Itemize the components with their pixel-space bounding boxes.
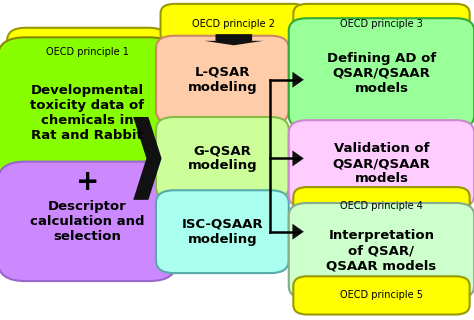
Text: G-QSAR
modeling: G-QSAR modeling (188, 144, 257, 172)
Polygon shape (133, 117, 155, 200)
Polygon shape (292, 224, 304, 240)
Text: Interpretation
of QSAR/
QSAAR models: Interpretation of QSAR/ QSAAR models (327, 229, 437, 272)
Text: OECD principle 1: OECD principle 1 (46, 47, 129, 58)
FancyBboxPatch shape (161, 4, 307, 44)
Text: Developmental
toxicity data of
chemicals in
Rat and Rabbit: Developmental toxicity data of chemicals… (30, 84, 145, 142)
FancyBboxPatch shape (0, 37, 177, 189)
Text: OECD principle 3: OECD principle 3 (340, 19, 423, 29)
Text: L-QSAR
modeling: L-QSAR modeling (188, 66, 257, 93)
FancyBboxPatch shape (289, 203, 474, 299)
FancyBboxPatch shape (0, 162, 177, 281)
FancyBboxPatch shape (7, 28, 167, 77)
Text: OECD principle 5: OECD principle 5 (340, 291, 423, 300)
Polygon shape (292, 72, 304, 88)
Polygon shape (292, 150, 304, 166)
Polygon shape (140, 117, 162, 200)
Text: Defining AD of
QSAR/QSAAR
models: Defining AD of QSAR/QSAAR models (327, 52, 436, 95)
Polygon shape (204, 34, 263, 45)
FancyBboxPatch shape (293, 4, 470, 44)
FancyBboxPatch shape (293, 276, 470, 315)
Text: OECD principle 2: OECD principle 2 (192, 19, 275, 29)
FancyBboxPatch shape (156, 36, 289, 123)
FancyBboxPatch shape (293, 187, 470, 225)
Text: OECD principle 4: OECD principle 4 (340, 201, 423, 211)
Text: Validation of
QSAR/QSAAR
models: Validation of QSAR/QSAAR models (333, 142, 430, 186)
Text: ISC-QSAAR
modeling: ISC-QSAAR modeling (182, 218, 263, 246)
FancyBboxPatch shape (156, 190, 289, 273)
Text: Descriptor
calculation and
selection: Descriptor calculation and selection (30, 200, 145, 243)
FancyBboxPatch shape (289, 120, 474, 208)
FancyBboxPatch shape (289, 18, 474, 128)
Text: +: + (75, 168, 99, 196)
FancyBboxPatch shape (156, 117, 289, 200)
